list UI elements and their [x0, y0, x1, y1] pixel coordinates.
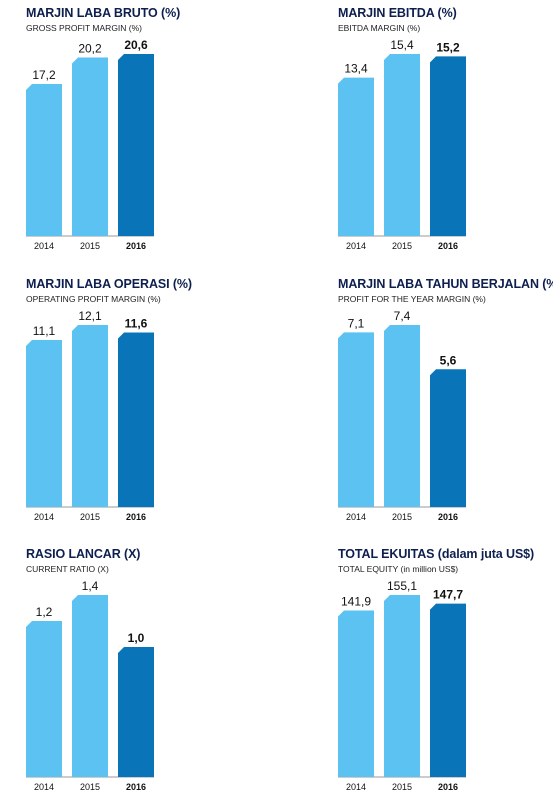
- data-label-2015: 20,2: [78, 42, 102, 56]
- bar-2016: [118, 647, 154, 777]
- chart-panel-ebitda-margin: MARJIN EBITDA (%) EBITDA MARGIN (%) 13,4…: [338, 6, 553, 261]
- chart-subtitle: GROSS PROFIT MARGIN (%): [26, 23, 143, 33]
- tick-label-2016: 2016: [126, 241, 146, 251]
- chart-subtitle: CURRENT RATIO (X): [26, 564, 109, 574]
- bar-2014: [26, 621, 62, 777]
- tick-label-2016: 2016: [438, 512, 458, 522]
- tick-label-2015: 2015: [80, 512, 100, 522]
- bar-2015: [72, 325, 108, 507]
- tick-label-2014: 2014: [34, 782, 54, 792]
- bar-2014: [338, 77, 374, 237]
- bar-2014: [26, 340, 62, 507]
- bar-chart: 141,9 2014 155,1 2015 147,7 2016: [338, 579, 466, 792]
- bar-2015: [72, 57, 108, 236]
- tick-label-2014: 2014: [346, 782, 366, 792]
- chart-panel-gross-profit-margin: MARJIN LABA BRUTO (%) GROSS PROFIT MARGI…: [26, 6, 286, 261]
- bar-2016: [430, 603, 466, 777]
- bar-2014: [26, 84, 62, 236]
- chart-panel-current-ratio: RASIO LANCAR (X) CURRENT RATIO (X) 1,2 20…: [26, 547, 286, 802]
- data-label-2014: 11,1: [33, 324, 56, 338]
- chart-subtitle: EBITDA MARGIN (%): [338, 23, 421, 33]
- data-label-2015: 12,1: [78, 309, 102, 323]
- tick-label-2014: 2014: [34, 512, 54, 522]
- tick-label-2016: 2016: [438, 782, 458, 792]
- bar-chart: 1,2 2014 1,4 2015 1,0 2016: [26, 579, 154, 792]
- tick-label-2016: 2016: [438, 241, 458, 251]
- bar-chart: 7,1 2014 7,4 2015 5,6 2016: [338, 309, 466, 522]
- data-label-2016: 15,2: [436, 40, 460, 54]
- tick-label-2015: 2015: [392, 782, 412, 792]
- tick-label-2015: 2015: [80, 241, 100, 251]
- bar-chart: 17,2 2014 20,2 2015 20,6 2016: [26, 38, 154, 251]
- tick-label-2016: 2016: [126, 512, 146, 522]
- data-label-2014: 17,2: [32, 68, 56, 82]
- bar-2016: [430, 369, 466, 507]
- data-label-2016: 11,6: [125, 317, 148, 331]
- data-label-2016: 147,7: [433, 588, 463, 602]
- chart-panel-profit-for-the-year-margin: MARJIN LABA TAHUN BERJALAN (%) PROFIT FO…: [338, 277, 553, 532]
- chart-title: MARJIN EBITDA (%): [338, 6, 457, 20]
- bar-2015: [384, 595, 420, 777]
- bar-chart: 11,1 2014 12,1 2015 11,6 2016: [26, 309, 154, 522]
- tick-label-2015: 2015: [392, 512, 412, 522]
- tick-label-2015: 2015: [80, 782, 100, 792]
- bar-2016: [430, 56, 466, 237]
- data-label-2016: 1,0: [128, 631, 145, 645]
- bar-2016: [118, 332, 154, 507]
- data-label-2016: 5,6: [440, 353, 457, 367]
- bar-2015: [384, 54, 420, 236]
- data-label-2015: 7,4: [394, 309, 411, 323]
- bar-2014: [338, 610, 374, 777]
- data-label-2015: 15,4: [390, 38, 414, 52]
- chart-subtitle: PROFIT FOR THE YEAR MARGIN (%): [338, 294, 486, 304]
- data-label-2015: 1,4: [82, 579, 99, 593]
- tick-label-2014: 2014: [346, 241, 366, 251]
- data-label-2014: 13,4: [344, 62, 368, 76]
- chart-title: TOTAL EKUITAS (dalam juta US$): [338, 547, 535, 561]
- data-label-2014: 7,1: [348, 316, 365, 330]
- chart-panel-total-equity: TOTAL EKUITAS (dalam juta US$) TOTAL EQU…: [338, 547, 553, 802]
- bar-2015: [384, 325, 420, 507]
- bar-2016: [118, 54, 154, 236]
- chart-title: MARJIN LABA TAHUN BERJALAN (%): [338, 277, 553, 291]
- tick-label-2014: 2014: [346, 512, 366, 522]
- data-label-2015: 155,1: [387, 579, 417, 593]
- tick-label-2015: 2015: [392, 241, 412, 251]
- tick-label-2016: 2016: [126, 782, 146, 792]
- data-label-2016: 20,6: [124, 38, 148, 52]
- chart-title: RASIO LANCAR (X): [26, 547, 141, 561]
- tick-label-2014: 2014: [34, 241, 54, 251]
- chart-title: MARJIN LABA OPERASI (%): [26, 277, 192, 291]
- chart-subtitle: OPERATING PROFIT MARGIN (%): [26, 294, 161, 304]
- data-label-2014: 1,2: [36, 605, 53, 619]
- data-label-2014: 141,9: [341, 594, 371, 608]
- chart-panel-operating-profit-margin: MARJIN LABA OPERASI (%) OPERATING PROFIT…: [26, 277, 286, 532]
- chart-subtitle: TOTAL EQUITY (in million US$): [338, 564, 459, 574]
- chart-title: MARJIN LABA BRUTO (%): [26, 6, 181, 20]
- bar-2015: [72, 595, 108, 777]
- bar-chart: 13,4 2014 15,4 2015 15,2 2016: [338, 38, 466, 251]
- bar-2014: [338, 332, 374, 507]
